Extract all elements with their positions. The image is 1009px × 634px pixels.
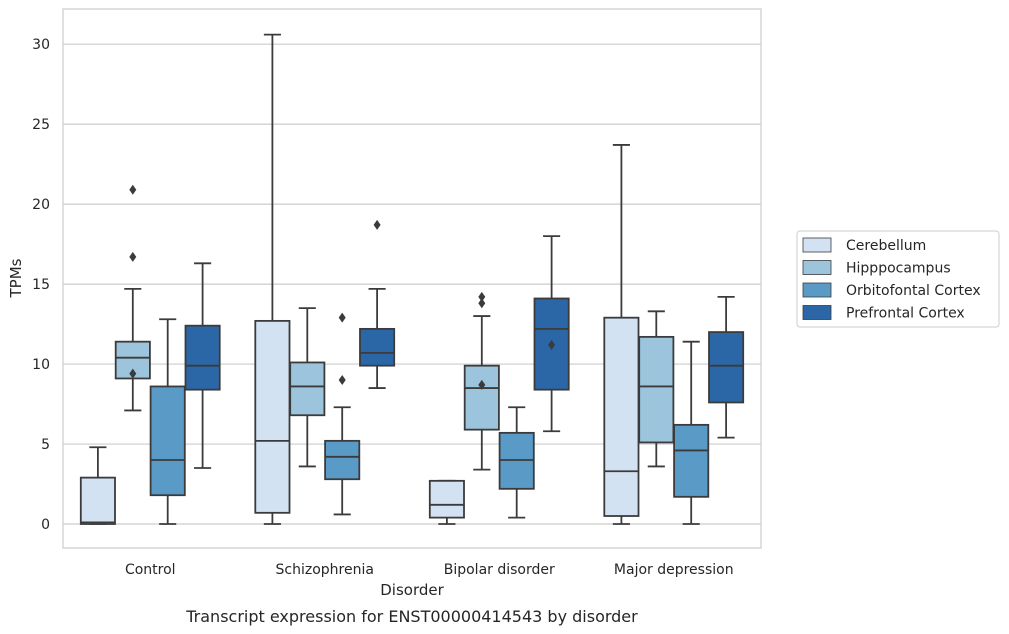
box-group [359,219,396,389]
x-tick-label: Major depression [614,562,734,578]
box-iqr [359,327,396,367]
box-iqr [324,439,361,481]
outlier-point [129,368,137,379]
x-tick-label: Control [125,562,176,578]
box-group [79,446,116,525]
outlier-point [129,184,137,195]
legend-label: Hipppocampus [846,261,951,277]
box-iqr [428,479,465,519]
box-iqr [708,331,745,404]
legend-swatch [802,260,832,275]
y-tick-label: 25 [32,117,50,133]
x-tick-label: Schizophrenia [276,562,374,578]
outlier-point [478,379,486,390]
legend: Cerebellum Hipppocampus Orbitofontal Corte… [796,230,1000,328]
legend-label: Orbitofontal Cortex [846,283,981,299]
x-tick-labels: Control Schizophrenia Bipolar disorder Majo… [125,562,734,578]
box-group [603,144,640,525]
legend-frame [796,230,1000,328]
box-iqr [79,476,116,525]
plot-frame [62,8,762,549]
outlier-point [548,339,556,350]
box-group [533,235,570,433]
x-tick-label: Bipolar disorder [444,562,555,578]
outlier-point [478,298,486,309]
y-tick-label: 30 [32,37,50,53]
box-iqr [184,324,221,391]
outlier-point [338,375,346,386]
box-group [149,318,186,525]
box-iqr [254,319,291,514]
legend-swatch [802,237,832,253]
legend-label: Prefrontal Cortex [846,306,965,322]
box-iqr [289,361,326,417]
legend-swatch [802,305,832,320]
box-iqr [463,364,500,431]
outlier-point [129,251,137,262]
box-group [708,295,745,439]
outlier-point [338,312,346,323]
box-group [114,184,151,412]
box-group [324,312,361,516]
y-tick-label: 10 [32,357,50,373]
box-iqr [149,385,186,497]
chart-caption: Transcript expression for ENST0000041454… [185,607,638,626]
y-tick-label: 0 [41,517,50,533]
box-group [184,262,221,469]
box-iqr [603,316,640,517]
outlier-point [478,291,486,302]
box-group [428,479,465,525]
y-tick-labels: 0 5 10 15 20 25 30 [32,37,50,533]
y-tick-label: 5 [41,437,50,453]
box-group [463,291,500,471]
x-axis-label: Disorder [380,581,444,599]
legend-label: Cerebellum [846,238,926,254]
outlier-point [373,219,381,230]
boxes [79,33,745,525]
y-axis-label: TPMs [7,258,25,298]
y-tick-label: 15 [32,277,50,293]
box-group [498,406,535,519]
box-group [254,33,291,525]
box-group [289,307,326,468]
box-iqr [673,423,710,498]
box-iqr [638,335,675,444]
box-group [673,340,710,525]
y-tick-label: 20 [32,197,50,213]
box-group [638,310,675,468]
legend-swatch [802,282,832,298]
